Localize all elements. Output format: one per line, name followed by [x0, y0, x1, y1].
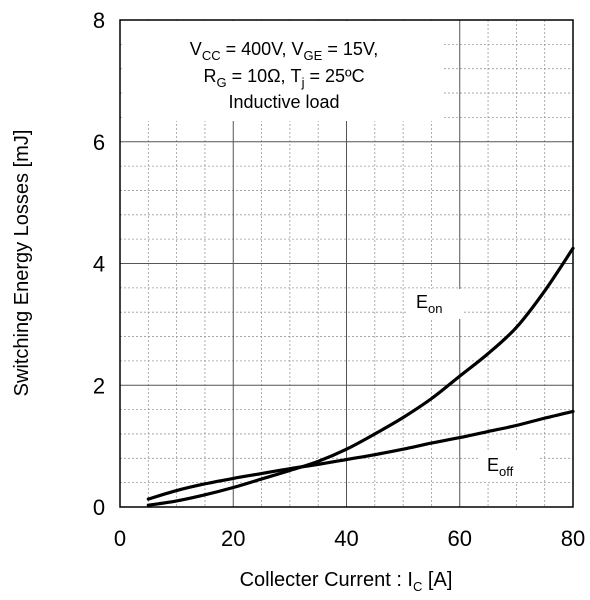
- y-tick-label: 0: [93, 495, 105, 520]
- x-tick-label: 0: [114, 526, 126, 551]
- x-axis-label: Collecter Current : IC [A]: [240, 569, 453, 594]
- series-lines: [146, 246, 575, 507]
- y-axis-label: Switching Energy Losses [mJ]: [11, 130, 33, 397]
- conditions-line-2: RG = 10Ω, Tj = 25ºC: [203, 66, 364, 90]
- conditions-box: [123, 21, 444, 121]
- y-tick-label: 8: [93, 8, 105, 33]
- series-label-eoff: Eoff: [487, 455, 514, 479]
- series-label-eon: Eon: [416, 292, 442, 316]
- conditions-line-1: VCC = 400V, VGE = 15V,: [190, 39, 378, 63]
- eoff-label-bg: [478, 452, 538, 482]
- x-tick-label: 40: [334, 526, 358, 551]
- y-tick-label: 2: [93, 373, 105, 398]
- y-tick-label: 6: [93, 130, 105, 155]
- series-line-eoff: [146, 409, 575, 501]
- tick-labels: 0 20 40 60 80 0 2 4 6 8: [93, 8, 585, 551]
- plot-frame: [119, 19, 574, 508]
- y-tick-label: 4: [93, 252, 105, 277]
- series-line-eon: [146, 246, 575, 507]
- x-tick-label: 80: [561, 526, 585, 551]
- eon-label-bg: [407, 289, 463, 319]
- x-tick-label: 20: [221, 526, 245, 551]
- conditions-line-3: Inductive load: [228, 92, 339, 112]
- x-tick-label: 60: [448, 526, 472, 551]
